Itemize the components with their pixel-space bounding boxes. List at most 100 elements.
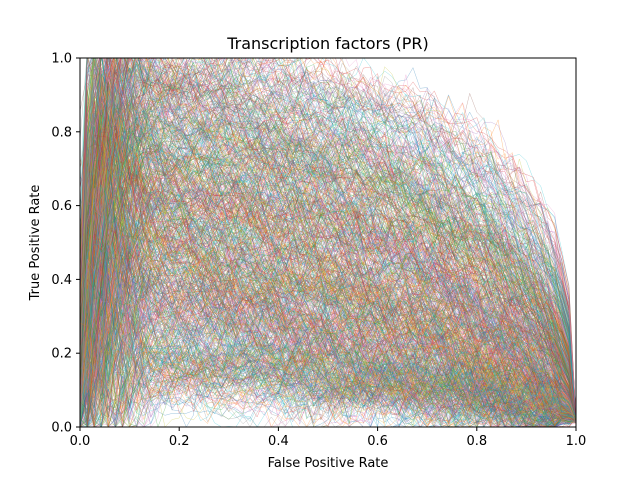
series-line bbox=[80, 58, 576, 422]
series-line bbox=[80, 172, 576, 427]
series-line bbox=[80, 259, 576, 427]
series-line bbox=[80, 58, 576, 418]
x-tick-label: 0.2 bbox=[169, 434, 190, 449]
series-line bbox=[80, 148, 576, 418]
series-line bbox=[80, 353, 576, 427]
series-line bbox=[80, 176, 576, 426]
series-line bbox=[80, 251, 576, 427]
series-line bbox=[80, 165, 576, 423]
x-axis-label: False Positive Rate bbox=[268, 456, 389, 471]
series-line bbox=[80, 114, 576, 417]
series-line bbox=[80, 324, 576, 422]
series-line bbox=[80, 279, 576, 427]
series-line bbox=[80, 58, 576, 422]
series-line bbox=[80, 191, 576, 421]
series-line bbox=[80, 58, 576, 422]
series-line bbox=[80, 152, 576, 417]
series-line bbox=[80, 269, 576, 427]
series-line bbox=[80, 210, 576, 420]
series-line bbox=[80, 58, 576, 420]
series-line bbox=[80, 253, 576, 424]
series-line bbox=[80, 58, 576, 421]
chart-title: Transcription factors (PR) bbox=[226, 34, 429, 53]
series-line bbox=[80, 70, 576, 422]
series-line bbox=[80, 58, 576, 417]
series-line bbox=[80, 58, 576, 419]
series-line bbox=[80, 103, 576, 424]
series-line bbox=[80, 58, 576, 418]
series-line bbox=[80, 170, 576, 422]
series-line bbox=[80, 63, 576, 419]
series-line bbox=[80, 58, 576, 419]
series-line bbox=[80, 226, 576, 419]
x-tick-label: 1.0 bbox=[566, 434, 587, 449]
series-line bbox=[80, 58, 576, 423]
series-line bbox=[80, 58, 576, 420]
x-axis: 0.0 0.2 0.4 0.6 0.8 1.0 bbox=[70, 427, 587, 449]
series-line bbox=[80, 58, 576, 419]
series-line bbox=[80, 158, 576, 424]
series-line bbox=[80, 58, 576, 422]
series-line bbox=[80, 132, 576, 427]
series-line bbox=[80, 296, 576, 427]
series-line bbox=[80, 254, 576, 418]
series-line bbox=[80, 58, 576, 422]
series-line bbox=[80, 109, 576, 427]
series-line bbox=[80, 302, 576, 417]
series-line bbox=[80, 174, 576, 427]
series-line bbox=[80, 332, 576, 427]
x-tick-label: 0.0 bbox=[70, 434, 91, 449]
x-tick-label: 0.4 bbox=[268, 434, 289, 449]
series-line bbox=[80, 276, 576, 427]
series-line bbox=[80, 58, 576, 421]
plot-frame bbox=[79, 57, 577, 428]
series-line bbox=[80, 59, 576, 420]
x-tick-label: 0.6 bbox=[367, 434, 388, 449]
series-line bbox=[80, 96, 576, 427]
series-line bbox=[80, 59, 576, 419]
series-line bbox=[80, 339, 576, 427]
series-line bbox=[80, 313, 576, 427]
series-line bbox=[80, 247, 576, 427]
series-line bbox=[80, 58, 576, 418]
series-line bbox=[80, 58, 576, 417]
series-line bbox=[80, 166, 576, 427]
series-line bbox=[80, 230, 576, 427]
series-line bbox=[80, 58, 576, 420]
x-tick-label: 0.8 bbox=[466, 434, 487, 449]
y-tick-label: 0.8 bbox=[51, 125, 72, 140]
series-line bbox=[80, 58, 576, 427]
series-line bbox=[80, 214, 576, 427]
series-line bbox=[80, 121, 576, 424]
series-line bbox=[80, 58, 576, 422]
series-line bbox=[80, 212, 576, 418]
series-line bbox=[80, 189, 576, 417]
series-line bbox=[80, 58, 576, 418]
series-line bbox=[80, 58, 576, 424]
series-line bbox=[80, 132, 576, 423]
series-line bbox=[80, 58, 576, 422]
series-line bbox=[80, 58, 576, 420]
series-layer bbox=[80, 58, 576, 427]
series-line bbox=[80, 205, 576, 421]
series-line bbox=[80, 259, 576, 422]
y-tick-label: 0.6 bbox=[51, 199, 72, 214]
y-axis-label: True Positive Rate bbox=[28, 185, 43, 302]
series-line bbox=[80, 298, 576, 425]
series-line bbox=[80, 79, 576, 419]
series-line bbox=[80, 58, 576, 423]
y-tick-label: 0.0 bbox=[51, 421, 72, 436]
series-line bbox=[80, 97, 576, 418]
series-line bbox=[80, 288, 576, 424]
series-line bbox=[80, 58, 576, 421]
series-line bbox=[80, 139, 576, 422]
series-line bbox=[80, 175, 576, 424]
series-line bbox=[80, 104, 576, 422]
series-line bbox=[80, 178, 576, 427]
series-line bbox=[80, 58, 576, 423]
series-line bbox=[80, 115, 576, 424]
series-line bbox=[80, 58, 576, 422]
series-line bbox=[80, 142, 576, 427]
